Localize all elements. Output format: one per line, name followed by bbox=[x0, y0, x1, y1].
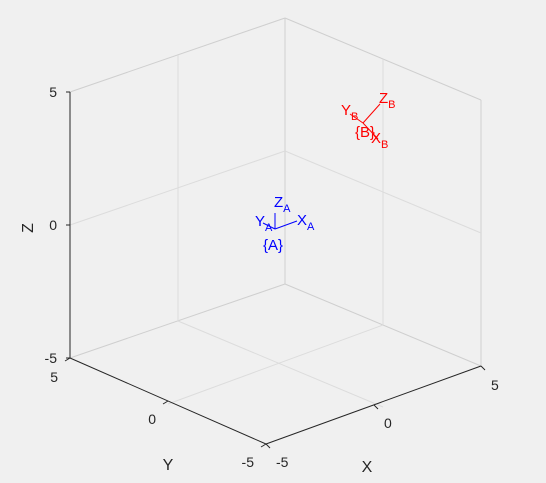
frame-b-z-label: ZB bbox=[379, 90, 396, 111]
axes-grid bbox=[69, 17, 482, 408]
z-axis-label: Z bbox=[20, 223, 37, 233]
frame-a-name: {A} bbox=[263, 237, 283, 254]
frame-a-x-axis bbox=[274, 220, 298, 230]
frame-a-y-label: YA bbox=[255, 213, 273, 234]
z-tick-label: -5 bbox=[45, 350, 58, 366]
z-tick-labels: 5 0 -5 bbox=[45, 84, 58, 366]
frame-a: ZA XA YA {A} bbox=[255, 194, 315, 254]
x-tick-labels: -5 0 5 bbox=[276, 377, 499, 470]
y-axis-label: Y bbox=[163, 457, 174, 474]
y-tick-label: 0 bbox=[148, 411, 156, 427]
y-tick-label: -5 bbox=[242, 454, 255, 470]
frame-b: ZB YB XB {B} bbox=[341, 90, 396, 151]
x-axis-label: X bbox=[362, 459, 373, 476]
x-tick-label: -5 bbox=[276, 454, 289, 470]
x-tick-label: 0 bbox=[384, 415, 392, 431]
frame-b-x-label: XB bbox=[371, 130, 388, 151]
x-axis-line bbox=[265, 365, 482, 445]
frame-b-x-axis bbox=[362, 122, 379, 140]
y-tick-label: 5 bbox=[50, 369, 58, 385]
x-tick-label: 5 bbox=[491, 377, 499, 393]
frame-b-z-axis bbox=[362, 103, 381, 124]
z-tick-label: 5 bbox=[49, 84, 57, 100]
z-tick-label: 0 bbox=[49, 217, 57, 233]
frame-b-y-label: YB bbox=[341, 102, 358, 123]
frame-a-z-label: ZA bbox=[274, 194, 291, 215]
frame-b-y-axis bbox=[349, 113, 364, 124]
frame-a-x-label: XA bbox=[297, 212, 315, 233]
frame-a-y-axis bbox=[262, 222, 276, 230]
frame-b-name: {B} bbox=[355, 124, 375, 141]
axis-lines bbox=[64, 91, 486, 449]
y-tick-labels: 5 0 -5 bbox=[50, 369, 254, 470]
